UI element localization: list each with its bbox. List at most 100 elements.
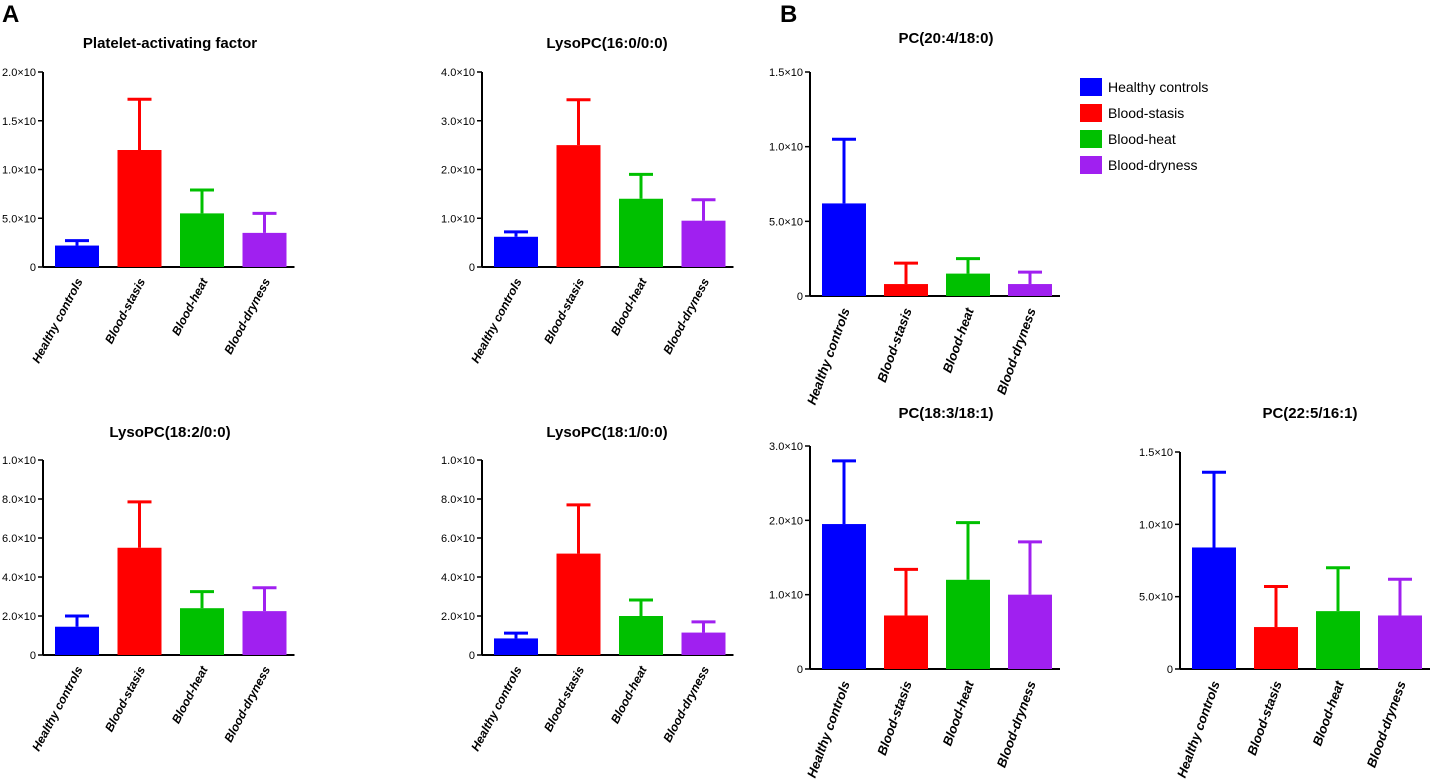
bar — [242, 232, 287, 267]
chart-title: PC(22:5/16:1) — [1262, 405, 1357, 422]
chart-title: LysoPC(18:1/0:0) — [546, 424, 667, 441]
bar — [1254, 627, 1298, 669]
bar — [494, 236, 538, 267]
x-tick-label: Blood-stasis — [102, 664, 148, 734]
y-tick-label: 1.5×10 — [2, 116, 36, 128]
x-tick-label: Blood-heat — [608, 275, 650, 338]
chart-title: LysoPC(16:0/0:0) — [546, 35, 667, 52]
bar — [180, 608, 224, 655]
y-tick-label: 8.0×10 — [2, 494, 36, 506]
y-tick-label: 4.0×10 — [2, 572, 36, 584]
bar — [822, 524, 866, 669]
bar — [619, 616, 663, 655]
legend-swatch-blood-dryness — [1080, 156, 1102, 174]
y-tick-label: 3.0×10 — [769, 441, 803, 453]
bar — [681, 220, 726, 267]
bar — [1192, 547, 1236, 669]
y-tick-label: 0 — [30, 262, 36, 274]
bar — [55, 245, 99, 267]
y-tick-label: 1.0×10 — [769, 590, 803, 602]
chart-3: PC(20:4/18:0) 0 5.0×10 1.0×10 1.5×10 Healthy … — [769, 30, 1060, 407]
y-tick-label: 6.0×10 — [2, 533, 36, 545]
y-tick-label: 1.0×10 — [441, 213, 475, 225]
chart-title: PC(18:3/18:1) — [898, 405, 993, 422]
bar — [884, 284, 928, 296]
y-tick-label: 1.0×10 — [1139, 519, 1173, 531]
y-tick-label: 6.0×10 — [441, 533, 475, 545]
x-tick-label: Healthy controls — [29, 276, 86, 366]
y-tick-label: 8.0×10 — [441, 494, 475, 506]
x-tick-label: Blood-stasis — [102, 276, 148, 346]
chart-6: PC(18:3/18:1) 0 1.0×10 2.0×10 3.0×10 Healthy … — [769, 405, 1060, 780]
bar — [946, 273, 990, 296]
y-tick-label: 0 — [469, 262, 475, 274]
x-tick-label: Blood-heat — [608, 663, 650, 726]
y-tick-label: 2.0×10 — [2, 611, 36, 623]
x-tick-label: Healthy controls — [468, 664, 525, 754]
bar — [1378, 615, 1422, 669]
y-tick-label: 0 — [1167, 664, 1173, 676]
bar — [556, 553, 601, 655]
y-tick-label: 0 — [797, 664, 803, 676]
y-tick-label: 1.0×10 — [2, 455, 36, 467]
y-tick-label: 2.0×10 — [769, 515, 803, 527]
charts-layer: Platelet-activating factor 0 5.0×10 1.0×10 1… — [2, 30, 1430, 780]
x-tick-label: Blood-dryness — [221, 276, 273, 357]
y-tick-label: 4.0×10 — [441, 67, 475, 79]
y-tick-label: 1.0×10 — [2, 165, 36, 177]
x-tick-label: Blood-stasis — [874, 679, 915, 757]
legend-swatch-blood-stasis — [1080, 104, 1102, 122]
legend-swatch-blood-heat — [1080, 130, 1102, 148]
y-tick-label: 5.0×10 — [769, 216, 803, 228]
x-tick-label: Blood-dryness — [221, 664, 273, 745]
x-tick-label: Blood-dryness — [994, 679, 1039, 770]
chart-1: Platelet-activating factor 0 5.0×10 1.0×10 1… — [2, 35, 295, 366]
legend: Healthy controls Blood-stasis Blood-heat… — [1080, 78, 1208, 174]
x-tick-label: Healthy controls — [1174, 679, 1223, 780]
bar — [681, 632, 726, 655]
x-tick-label: Healthy controls — [804, 679, 853, 780]
legend-label-blood-dryness: Blood-dryness — [1108, 157, 1198, 173]
y-tick-label: 2.0×10 — [2, 67, 36, 79]
bar — [822, 203, 866, 296]
x-tick-label: Healthy controls — [804, 306, 853, 407]
chart-7: PC(22:5/16:1) 0 5.0×10 1.0×10 1.5×10 Healthy … — [1139, 405, 1430, 780]
chart-5: LysoPC(18:1/0:0) 0 2.0×10 4.0×10 6.0×10 8.0×1… — [441, 424, 734, 754]
bar — [1316, 611, 1360, 669]
y-tick-label: 0 — [797, 291, 803, 303]
bar — [946, 579, 990, 669]
chart-2: LysoPC(16:0/0:0) 0 1.0×10 2.0×10 3.0×10 4.0×1… — [441, 35, 734, 366]
y-tick-label: 1.5×10 — [1139, 447, 1173, 459]
bar — [55, 626, 99, 655]
y-tick-label: 0 — [469, 650, 475, 662]
legend-label-blood-heat: Blood-heat — [1108, 131, 1176, 147]
x-tick-label: Blood-heat — [940, 305, 978, 375]
y-tick-label: 5.0×10 — [1139, 592, 1173, 604]
y-tick-label: 0 — [30, 650, 36, 662]
x-tick-label: Healthy controls — [468, 276, 525, 366]
bar — [242, 611, 287, 655]
y-tick-label: 1.5×10 — [769, 67, 803, 79]
bar — [884, 615, 928, 669]
y-tick-label: 1.0×10 — [441, 455, 475, 467]
bar — [1008, 284, 1052, 296]
bar — [117, 547, 162, 655]
x-tick-label: Blood-heat — [1310, 678, 1348, 748]
y-tick-label: 2.0×10 — [441, 611, 475, 623]
y-tick-label: 4.0×10 — [441, 572, 475, 584]
bar — [494, 638, 538, 655]
x-tick-label: Blood-heat — [940, 678, 978, 748]
chart-title: Platelet-activating factor — [83, 35, 257, 52]
bar — [117, 150, 162, 267]
legend-swatch-healthy-controls — [1080, 78, 1102, 96]
y-tick-label: 2.0×10 — [441, 165, 475, 177]
x-tick-label: Blood-heat — [169, 663, 211, 726]
x-tick-label: Blood-dryness — [660, 664, 712, 745]
bar — [556, 145, 601, 267]
chart-4: LysoPC(18:2/0:0) 0 2.0×10 4.0×10 6.0×10 8.0×1… — [2, 424, 295, 753]
x-tick-label: Blood-dryness — [994, 306, 1039, 397]
bar — [1008, 594, 1052, 669]
x-tick-label: Blood-stasis — [541, 276, 587, 346]
x-tick-label: Blood-stasis — [1244, 679, 1285, 757]
